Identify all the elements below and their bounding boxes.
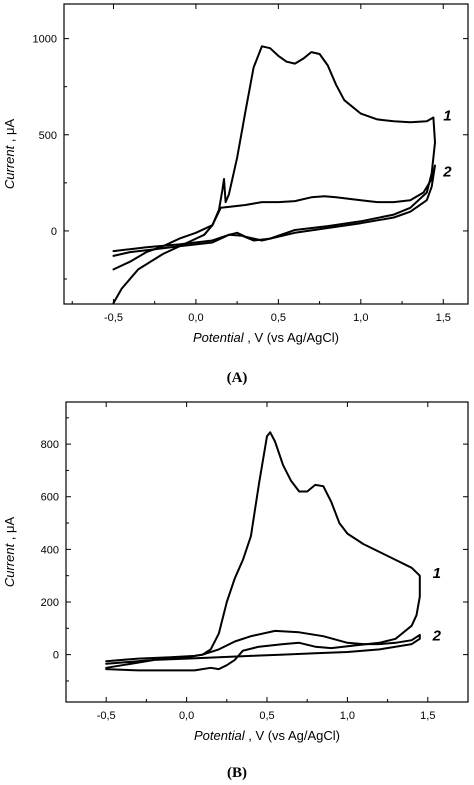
chart-a-y-axis-title: Current , μA [2,118,17,189]
chart-b-series-1-label: 1 [433,565,441,582]
chart-a-y-tick-label: 0 [51,226,57,238]
chart-b-series-2-label: 2 [432,628,442,645]
chart-b-y-tick-label: 200 [41,597,59,609]
chart-a-series-1-line [112,45,436,304]
chart-b-y-axis-title: Current , μA [2,516,17,587]
chart-a-y-tick-label: 500 [39,130,57,142]
chart-a-x-tick-label: 0,5 [271,312,286,324]
chart-b-y-tick-label: 0 [53,650,59,662]
chart-a-series-2-line [112,164,436,271]
chart-b-x-tick-label: 0,5 [259,710,274,722]
chart-b-series-1-line [105,431,421,672]
chart-b-y-tick-label: 600 [41,492,59,504]
panel-label-b: (B) [227,765,247,781]
chart-b-series-2-line [105,629,421,669]
chart-a-y-tick-label: 1000 [33,34,57,46]
chart-b-y-tick-label: 400 [41,544,59,556]
chart-a-x-axis-title: Potential , V (vs Ag/AgCl) [193,330,339,345]
chart-b-plot-frame [65,401,469,703]
chart-a-x-tick-label: 1,5 [436,312,451,324]
chart-a-series-1-label: 1 [443,108,451,125]
chart-b-y-tick-label: 800 [41,439,59,451]
chart-a-plot-frame [63,3,469,305]
chart-a-series-2-label: 2 [442,163,452,180]
chart-a-x-tick-label: 1,0 [353,312,368,324]
chart-a-x-tick-label: -0,5 [104,312,123,324]
panel-label-a: (A) [227,370,248,386]
chart-b-x-tick-label: 0,0 [179,710,194,722]
chart-b-x-axis-title: Potential , V (vs Ag/AgCl) [194,728,340,743]
chart-b-x-tick-label: -0,5 [97,710,116,722]
chart-b-x-tick-label: 1,5 [420,710,435,722]
chart-b-x-tick-label: 1,0 [340,710,355,722]
chart-a-x-tick-label: 0,0 [188,312,203,324]
chart-panel-a: -0,5 0,0 0,5 1,0 1,5 0 500 1000 Potential , V (v… [2,3,469,345]
chart-panel-b: -0,5 0,0 0,5 1,0 1,5 0 200 400 600 800 Potential ,… [2,401,469,743]
